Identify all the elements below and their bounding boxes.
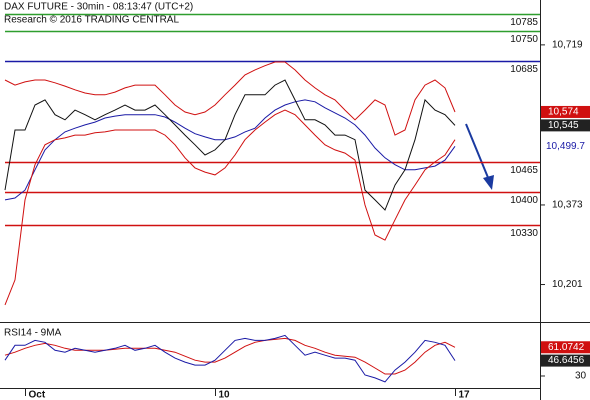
price-tag: [541, 119, 590, 132]
series-line: [4, 337, 456, 375]
y-tick-label: 10,719: [552, 40, 583, 51]
price-tag: [541, 341, 590, 354]
series-line: [4, 99, 456, 201]
level-label: 10685: [510, 64, 538, 75]
forecast-arrow: [465, 123, 494, 190]
y-tick-label: 10,201: [552, 279, 583, 290]
x-tick-label: 17: [459, 390, 471, 400]
price-tag-label: 10,545: [548, 120, 579, 131]
price-tag: [541, 354, 590, 367]
level-label: 10330: [510, 228, 538, 239]
level-label: 10465: [510, 165, 538, 176]
price-tag-label: 61.0742: [548, 342, 585, 353]
level-label: 10400: [510, 195, 538, 206]
price-tag: [541, 105, 590, 118]
series-line: [4, 109, 456, 306]
series-line: [4, 79, 456, 211]
series-line: [4, 61, 456, 136]
chart-title: DAX FUTURE - 30min - 08:13:47 (UTC+2): [4, 2, 193, 13]
level-label: 10750: [510, 34, 538, 45]
price-tag-label: 46.6456: [548, 355, 585, 366]
x-tick-label: Oct: [29, 390, 46, 400]
series-line: [4, 334, 456, 383]
rsi-tick-label: 30: [575, 371, 587, 382]
level-label: 10785: [510, 17, 538, 28]
chart-subtitle: Research © 2016 TRADING CENTRAL: [4, 15, 179, 26]
price-tag-label: 10,574: [548, 107, 579, 118]
rsi-title: RSI14 - 9MA: [4, 328, 62, 339]
price-tag-label: 10,499.7: [546, 141, 585, 152]
y-tick-label: 10,373: [552, 200, 583, 211]
x-tick-label: 10: [219, 390, 231, 400]
